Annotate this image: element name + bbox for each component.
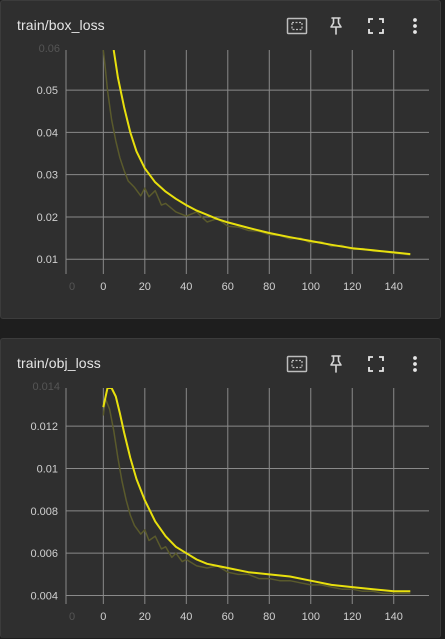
y-tick-label: 0.04 [37,127,58,139]
grid-lines [66,388,429,604]
y-tick-label: 0.02 [37,212,58,224]
x-tick-label: 0 [69,281,75,293]
y-tick-label: 0.01 [37,254,58,266]
pin-button[interactable] [324,14,348,38]
y-tick-label: 0.014 [32,381,60,393]
chart-title: train/obj_loss [17,355,101,371]
x-tick-label: 0 [69,611,75,623]
y-tick-label: 0.01 [37,463,58,475]
line-chart-plot[interactable]: 0.014 0.004 0.006 0.008 0.01 0.012 0 0 20 40 60 80 1… [1,339,442,639]
x-tick-label: 60 [222,281,234,293]
x-tick-label: 100 [302,611,320,623]
chart-card-box-loss: train/box_loss 0.06 0.01 0.02 0.03 0. [0,0,441,319]
more-vert-icon [413,356,417,372]
fullscreen-icon [368,18,384,34]
fullscreen-button[interactable] [364,352,388,376]
pin-icon [330,17,342,35]
y-tick-label: 0.012 [30,421,58,433]
x-tick-label: 20 [139,611,151,623]
x-tick-label: 140 [385,611,403,623]
x-tick-label: 80 [263,281,275,293]
more-options-button[interactable] [403,352,427,376]
x-tick-label: 100 [302,281,320,293]
chart-title: train/box_loss [17,17,105,33]
x-tick-label: 140 [385,281,403,293]
fit-domain-button[interactable] [285,352,309,376]
fullscreen-button[interactable] [364,14,388,38]
fit-domain-icon [286,17,308,35]
x-tick-label: 120 [343,281,361,293]
x-tick-label: 60 [222,611,234,623]
raw-series-line [102,50,411,256]
fullscreen-icon [368,356,384,372]
x-tick-label: 0 [100,281,106,293]
raw-series-line [102,397,411,595]
y-tick-label: 0.004 [30,591,58,603]
y-tick-label: 0.006 [30,548,58,560]
pin-button[interactable] [324,352,348,376]
y-tick-label: 0.05 [37,85,58,97]
grid-lines [66,50,429,274]
smoothed-series-line [102,388,411,593]
x-tick-label: 40 [180,281,192,293]
x-tick-label: 20 [139,281,151,293]
x-tick-label: 80 [263,611,275,623]
x-tick-label: 120 [343,611,361,623]
x-tick-label: 40 [180,611,192,623]
chart-card-obj-loss: train/obj_loss 0.014 0.004 0.006 0.0 [0,338,441,638]
y-tick-label: 0.008 [30,506,58,518]
y-tick-label: 0.06 [39,43,60,55]
x-tick-label: 0 [100,611,106,623]
y-tick-label: 0.03 [37,170,58,182]
smoothed-series-line [112,50,411,256]
fit-domain-icon [286,355,308,373]
pin-icon [330,355,342,373]
line-chart-plot[interactable]: 0.06 0.01 0.02 0.03 0.04 0.05 0 0 20 40 60 80 100 120… [1,1,442,320]
more-options-button[interactable] [403,14,427,38]
more-vert-icon [413,18,417,34]
fit-domain-button[interactable] [285,14,309,38]
